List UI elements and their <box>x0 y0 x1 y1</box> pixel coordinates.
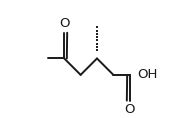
Text: OH: OH <box>137 68 157 81</box>
Text: O: O <box>125 103 135 116</box>
Text: O: O <box>59 17 69 30</box>
